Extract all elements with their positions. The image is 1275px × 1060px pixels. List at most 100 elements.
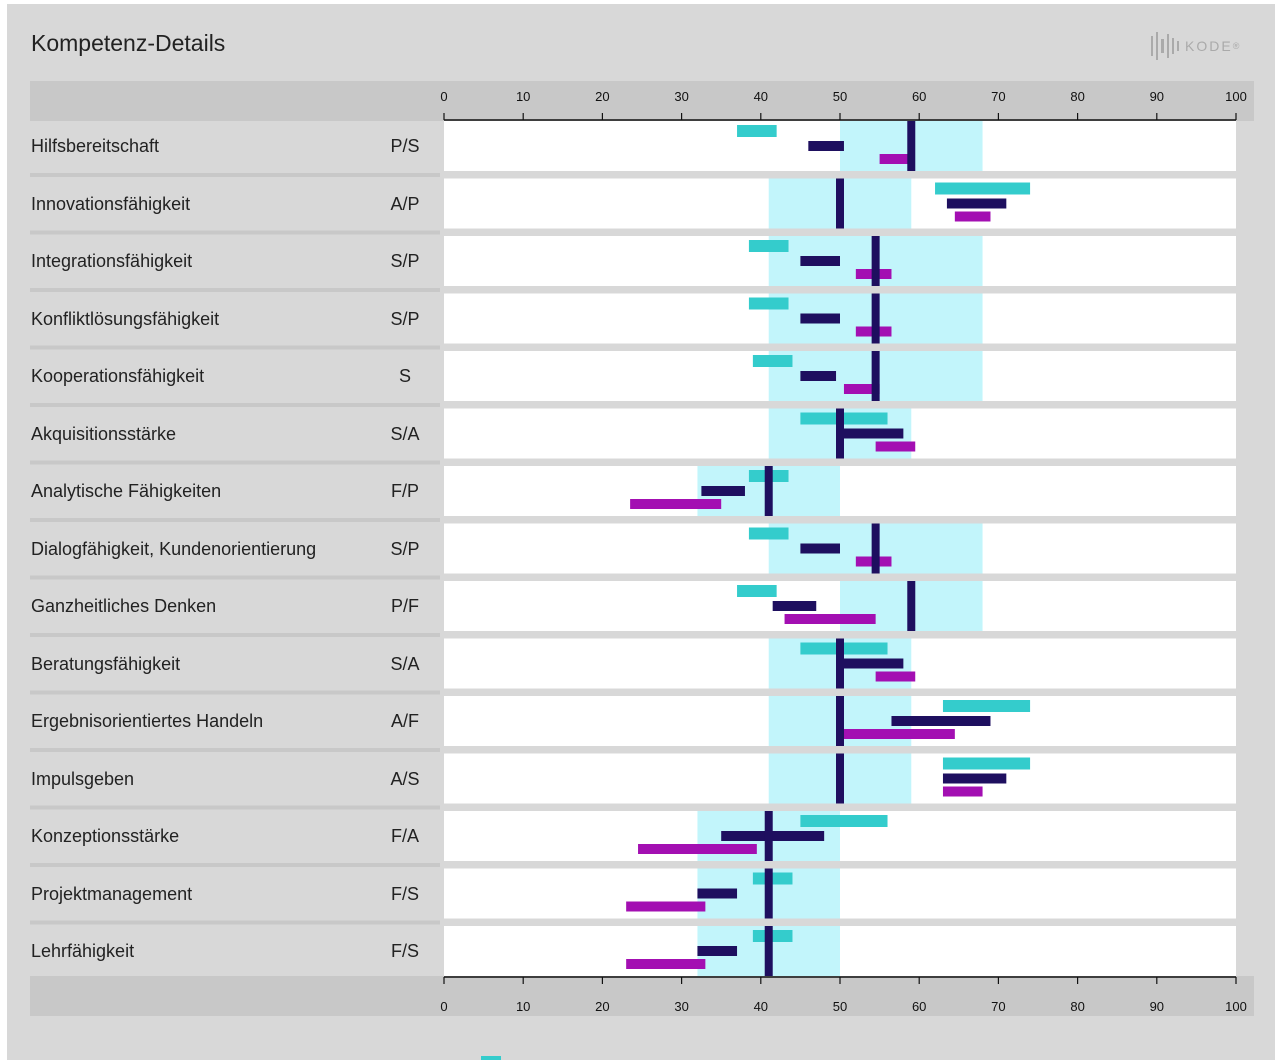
row-separator (30, 978, 440, 982)
kode-logo-text: KODE (1185, 38, 1233, 54)
series-2-bar (772, 601, 817, 611)
series-3-bar (879, 154, 912, 164)
series-2-bar (800, 313, 840, 324)
row-label: Konzeptionsstärke (31, 826, 180, 846)
series-1-bar (748, 527, 789, 540)
series-1-bar (935, 182, 1031, 195)
x-tick-label-bottom: 0 (440, 999, 447, 1014)
series-1-bar (737, 585, 777, 597)
series-3-bar (843, 384, 880, 394)
x-tick-label-bottom: 100 (1225, 999, 1247, 1014)
reference-marker (764, 868, 773, 919)
reference-marker (871, 293, 880, 344)
row-code: S/P (390, 538, 420, 559)
row-code: S/P (390, 251, 420, 271)
row-separator (30, 633, 440, 637)
row-code: P/S (390, 136, 420, 156)
row-label: Innovationsfähigkeit (31, 193, 191, 214)
series-2-bar (800, 256, 840, 266)
reference-marker (836, 696, 844, 746)
row-code: A/F (390, 711, 419, 731)
row-code: A/S (390, 768, 420, 789)
axis-band-top (30, 81, 1254, 121)
x-tick-label-bottom: 90 (1150, 999, 1164, 1014)
row-code: A/P (390, 193, 420, 214)
x-tick-label-top: 90 (1150, 89, 1164, 104)
series-3-bar (875, 671, 916, 682)
series-3-bar (784, 614, 876, 624)
series-3-bar (626, 959, 706, 969)
x-tick-label-top: 30 (674, 89, 688, 104)
reference-marker (871, 351, 880, 401)
series-3-bar (626, 901, 706, 912)
reference-marker (836, 638, 844, 689)
series-2-bar (800, 543, 840, 554)
row-code: S/A (390, 653, 420, 674)
series-1-bar (748, 240, 789, 252)
row-label: Impulsgeben (31, 768, 135, 789)
row-code: P/F (390, 596, 419, 616)
row-separator (30, 805, 440, 810)
x-tick-label-bottom: 70 (991, 999, 1005, 1014)
row-code: F/A (390, 826, 419, 846)
series-3-bar (875, 441, 916, 452)
row-label: Ganzheitliches Denken (31, 596, 217, 616)
row-label: Beratungsfähigkeit (31, 653, 181, 674)
row-code: S/A (390, 423, 420, 444)
series-1-bar (737, 125, 777, 137)
x-tick-label-bottom: 80 (1070, 999, 1084, 1014)
row-separator (30, 173, 440, 177)
x-tick-label-bottom: 50 (833, 999, 847, 1014)
series-2-bar (808, 141, 844, 151)
page-title: Kompetenz-Details (31, 30, 226, 56)
row-separator (30, 690, 440, 695)
reference-marker (871, 523, 880, 574)
reference-marker (836, 178, 844, 229)
legend-swatch-series-1 (481, 1056, 501, 1060)
x-tick-label-top: 50 (833, 89, 847, 104)
row-code: F/P (390, 481, 419, 501)
reference-marker (871, 236, 880, 286)
row-label: Kooperationsfähigkeit (31, 366, 205, 386)
x-tick-label-bottom: 20 (595, 999, 609, 1014)
reference-marker (764, 926, 773, 976)
reference-marker (764, 811, 773, 861)
series-2-bar (701, 486, 745, 496)
series-2-bar (840, 658, 904, 669)
row-separator (30, 403, 440, 407)
x-tick-label-top: 10 (516, 89, 530, 104)
row-separator (30, 288, 440, 292)
x-tick-label-top: 80 (1070, 89, 1084, 104)
series-1-bar (748, 297, 789, 310)
row-code: F/S (390, 941, 419, 961)
x-tick-label-bottom: 30 (674, 999, 688, 1014)
series-3-bar (836, 729, 955, 739)
x-tick-label-bottom: 40 (754, 999, 768, 1014)
row-separator (30, 460, 440, 465)
row-label: Dialogfähigkeit, Kundenorientierung (31, 538, 317, 559)
row-code: F/S (390, 883, 419, 904)
series-1-bar (942, 700, 1031, 712)
series-2-bar (891, 716, 991, 726)
row-separator (30, 518, 440, 522)
x-tick-label-top: 70 (991, 89, 1005, 104)
x-tick-label-top: 100 (1225, 89, 1247, 104)
series-1-bar (942, 757, 1031, 770)
series-1-bar (800, 815, 888, 827)
row-separator (30, 920, 440, 925)
row-separator (30, 748, 440, 752)
series-2-bar (800, 371, 837, 381)
series-2-bar (697, 946, 738, 956)
reference-marker (764, 466, 773, 516)
row-label: Akquisitionsstärke (31, 423, 177, 444)
row-label: Projektmanagement (31, 883, 193, 904)
x-tick-label-top: 60 (912, 89, 926, 104)
x-tick-label-top: 0 (440, 89, 447, 104)
row-label: Ergebnisorientiertes Handeln (31, 711, 264, 731)
series-1-bar (752, 355, 793, 367)
reference-marker (836, 408, 844, 459)
row-separator (30, 230, 440, 235)
x-tick-label-bottom: 60 (912, 999, 926, 1014)
reference-marker (907, 581, 916, 631)
